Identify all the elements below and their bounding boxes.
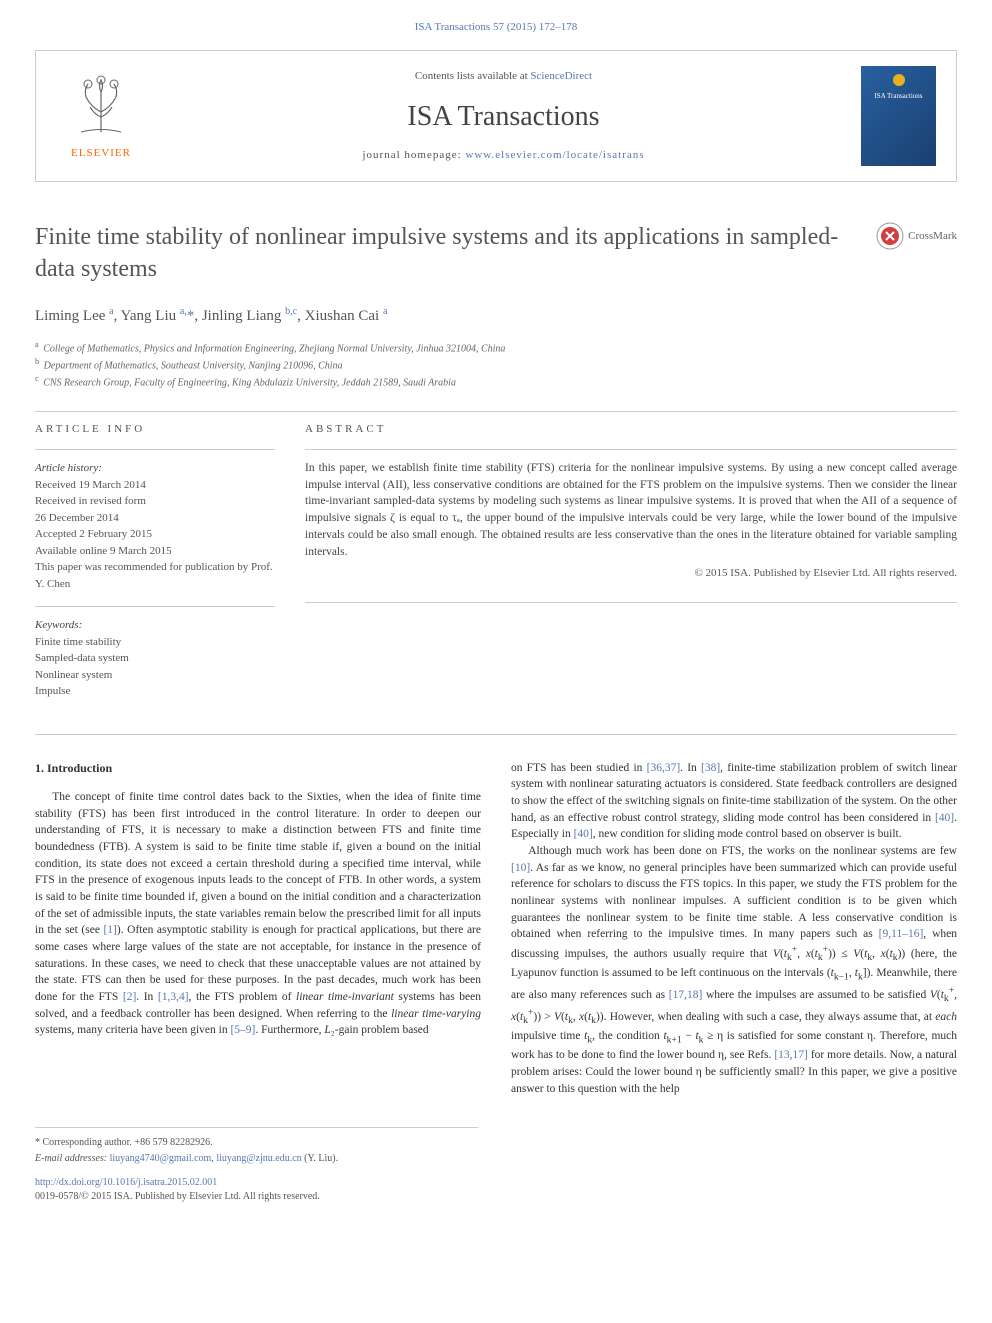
history-line: This paper was recommended for publicati… (35, 559, 275, 592)
email-link[interactable]: liuyang@zjnu.edu.cn (216, 1153, 301, 1164)
sciencedirect-link[interactable]: ScienceDirect (530, 70, 592, 82)
affiliation-a: a College of Mathematics, Physics and In… (35, 339, 957, 356)
crossmark-icon (876, 222, 904, 250)
cover-badge-icon (893, 74, 905, 86)
doi-link[interactable]: http://dx.doi.org/10.1016/j.isatra.2015.… (35, 1176, 957, 1190)
article-info-column: ARTICLE INFO Article history: Received 1… (35, 422, 275, 714)
footnote-block: * Corresponding author. +86 579 82282926… (35, 1127, 478, 1166)
section-heading: 1. Introduction (35, 760, 481, 777)
journal-name: ISA Transactions (146, 97, 861, 136)
keyword: Finite time stability (35, 634, 275, 651)
keywords-heading: Keywords: (35, 617, 275, 634)
body-paragraph: Although much work has been done on FTS,… (511, 843, 957, 1097)
article-history: Article history: Received 19 March 2014 … (35, 460, 275, 592)
contents-prefix: Contents lists available at (415, 70, 530, 82)
body-column-left: 1. Introduction The concept of finite ti… (35, 760, 481, 1098)
cover-title: ISA Transactions (874, 92, 922, 102)
journal-cover-thumbnail: ISA Transactions (861, 66, 936, 166)
divider (305, 602, 957, 603)
abstract-column: ABSTRACT In this paper, we establish fin… (305, 422, 957, 714)
publisher-logo: ELSEVIER (56, 66, 146, 166)
email-line: E-mail addresses: liuyang4740@gmail.com,… (35, 1152, 478, 1166)
history-line: 26 December 2014 (35, 510, 275, 527)
affiliation-b: b Department of Mathematics, Southeast U… (35, 356, 957, 373)
history-line: Accepted 2 February 2015 (35, 526, 275, 543)
history-line: Received in revised form (35, 493, 275, 510)
body-column-right: on FTS has been studied in [36,37]. In [… (511, 760, 957, 1098)
keyword: Sampled-data system (35, 650, 275, 667)
email-link[interactable]: liuyang4740@gmail.com (110, 1153, 212, 1164)
masthead-center: Contents lists available at ScienceDirec… (146, 69, 861, 163)
divider (35, 449, 275, 450)
email-suffix: (Y. Liu). (302, 1153, 338, 1164)
abstract-text: In this paper, we establish finite time … (305, 460, 957, 560)
homepage-line: journal homepage: www.elsevier.com/locat… (146, 148, 861, 163)
crossmark-label: CrossMark (908, 229, 957, 244)
crossmark-badge[interactable]: CrossMark (876, 222, 957, 250)
body-paragraph: on FTS has been studied in [36,37]. In [… (511, 760, 957, 843)
running-header: ISA Transactions 57 (2015) 172–178 (35, 20, 957, 35)
history-line: Available online 9 March 2015 (35, 543, 275, 560)
abstract-label: ABSTRACT (305, 422, 957, 437)
history-line: Received 19 March 2014 (35, 477, 275, 494)
homepage-prefix: journal homepage: (362, 149, 465, 161)
divider (35, 606, 275, 607)
divider (35, 734, 957, 735)
divider (305, 449, 957, 450)
email-label: E-mail addresses: (35, 1153, 110, 1164)
masthead: ELSEVIER Contents lists available at Sci… (35, 50, 957, 182)
affiliation-c: c CNS Research Group, Faculty of Enginee… (35, 373, 957, 390)
issn-copyright: 0019-0578/© 2015 ISA. Published by Elsev… (35, 1190, 957, 1204)
history-heading: Article history: (35, 460, 275, 477)
affiliations: a College of Mathematics, Physics and In… (35, 339, 957, 391)
contents-line: Contents lists available at ScienceDirec… (146, 69, 861, 84)
authors-line: Liming Lee a, Yang Liu a,*, Jinling Lian… (35, 305, 957, 327)
body-columns: 1. Introduction The concept of finite ti… (35, 760, 957, 1098)
keyword: Impulse (35, 683, 275, 700)
title-row: Finite time stability of nonlinear impul… (35, 222, 957, 289)
article-title: Finite time stability of nonlinear impul… (35, 222, 876, 284)
keywords-block: Keywords: Finite time stability Sampled-… (35, 617, 275, 700)
homepage-link[interactable]: www.elsevier.com/locate/isatrans (465, 149, 644, 161)
info-abstract-row: ARTICLE INFO Article history: Received 1… (35, 422, 957, 714)
publisher-name: ELSEVIER (71, 146, 131, 161)
article-info-label: ARTICLE INFO (35, 422, 275, 437)
abstract-copyright: © 2015 ISA. Published by Elsevier Ltd. A… (305, 566, 957, 581)
corresponding-author-note: * Corresponding author. +86 579 82282926… (35, 1136, 478, 1150)
divider (35, 411, 957, 412)
keyword: Nonlinear system (35, 667, 275, 684)
elsevier-tree-icon (66, 72, 136, 142)
body-paragraph: The concept of finite time control dates… (35, 789, 481, 1039)
